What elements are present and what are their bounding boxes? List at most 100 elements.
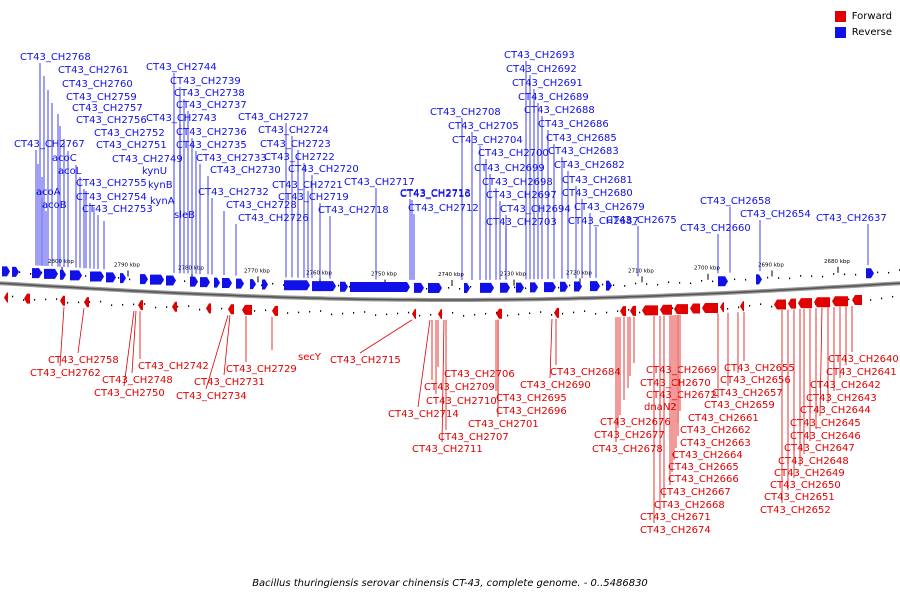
reverse-gene [590,281,600,292]
forward-gene [138,300,143,311]
tick-label: 2710 kbp [628,268,654,274]
forward-gene-label: CT43_CH2652 [760,505,831,516]
axis-dot [287,312,289,314]
axis-dot [375,314,377,316]
reverse-gene-label: CT43_CH2721 [272,180,343,191]
reverse-gene-label: CT43_CH2654 [740,209,811,220]
axis-dot [833,273,835,275]
leader-line [359,319,413,354]
axis-dot [771,305,773,308]
leader-line [77,308,85,354]
axis-dot [12,295,14,298]
reverse-gene-label: CT43_CH2694 [500,204,571,215]
axis-dot [386,313,388,316]
forward-gene [496,308,502,319]
forward-gene-label: CT43_CH2667 [660,487,731,498]
reverse-gene [312,281,336,292]
reverse-gene-label: sleB [174,210,195,221]
reverse-gene-label: CT43_CH2743 [146,113,217,124]
axis-dot [496,311,498,314]
reverse-gene [140,274,148,285]
reverse-gene-label: CT43_CH2739 [170,76,241,87]
axis-dot [177,305,179,308]
reverse-gene [866,268,874,279]
axis-dot [760,303,762,305]
forward-gene-label: CT43_CH2714 [388,409,459,420]
reverse-gene-label: CT43_CH2688 [524,105,595,116]
reverse-gene-label: acoL [58,166,82,177]
forward-gene-label: CT43_CH2645 [790,418,861,429]
axis-dot [701,280,703,282]
reverse-gene-label: acoA [36,187,61,198]
reverse-gene-label: CT43_CH2705 [448,121,519,132]
axis-dot [430,313,432,316]
forward-gene-label: CT43_CH2677 [594,430,665,441]
forward-gene-label: CT43_CH2762 [30,368,101,379]
forward-gene-label: CT43_CH2706 [444,369,515,380]
genome-axis [0,281,900,302]
leader-line [205,315,229,390]
leader-line [417,319,431,408]
reverse-gene-label: CT43_CH2752 [94,128,165,139]
forward-gene [798,298,812,309]
reverse-gene-label: CT43_CH2767 [14,139,85,150]
reverse-gene [262,279,268,290]
tick-label: 2800 kbp [48,259,74,265]
reverse-gene [120,273,126,284]
forward-gene-label: CT43_CH2646 [790,431,861,442]
reverse-gene [90,271,104,282]
forward-gene-label: CT43_CH2647 [784,443,855,454]
axis-dot [89,301,91,303]
forward-gene-label: CT43_CH2665 [668,462,739,473]
axis-dot [283,284,285,286]
axis-dot [349,285,351,288]
axis-dot [657,283,659,286]
axis-dot [529,312,531,315]
reverse-gene [12,266,19,277]
axis-dot [540,311,542,313]
reverse-gene-label: CT43_CH2724 [258,125,329,136]
forward-gene-label: CT43_CH2742 [138,361,209,372]
forward-gene [788,298,796,309]
axis-dot [679,281,681,284]
forward-gene-label: CT43_CH2678 [592,444,663,455]
axis-dot [41,271,43,274]
reverse-gene-label: CT43_CH2768 [20,52,91,63]
forward-gene-label: CT43_CH2674 [640,525,711,536]
forward-gene-label: CT43_CH2711 [412,444,483,455]
reverse-gene-label: CT43_CH2660 [680,223,751,234]
reverse-gene-label: CT43_CH2722 [264,152,335,163]
reverse-gene-label: CT43_CH2753 [82,204,153,215]
axis-dot [144,303,146,305]
reverse-gene-label: CT43_CH2751 [96,140,167,151]
forward-gene-labels: CT43_CH2758 CT43_CH2762 CT43_CH2742 CT43_CH… [30,352,899,536]
reverse-gene-label: CT43_CH2727 [238,112,309,123]
reverse-gene-label: CT43_CH2699 [474,163,545,174]
forward-gene [832,296,848,307]
axis-dot [855,273,857,276]
axis-dot [261,284,263,287]
forward-gene-label: secY [298,352,322,363]
axis-dot [848,298,850,301]
forward-gene-label: CT43_CH2651 [764,492,835,503]
forward-gene [412,308,416,319]
forward-gene-label: CT43_CH2750 [94,388,165,399]
axis-dot [188,305,190,307]
axis-dot [573,311,575,314]
axis-dot [749,304,751,307]
axis-dot [338,284,340,287]
reverse-gene [222,278,232,289]
forward-gene-label: CT43_CH2710 [426,396,497,407]
forward-gene [774,299,786,310]
forward-gene-label: CT43_CH2640 [828,354,899,365]
forward-gene-label: CT43_CH2642 [810,380,881,391]
reverse-gene-label: CT43_CH2717 [344,177,415,188]
reverse-gene-label: CT43_CH2658 [700,196,771,207]
reverse-gene-label: CT43_CH2687 [568,216,639,227]
tick-label: 2790 kbp [114,263,140,269]
axis-dot [309,310,311,313]
reverse-gene [414,282,424,293]
axis-dot [298,311,300,314]
reverse-gene [606,280,612,291]
reverse-gene [560,281,568,292]
